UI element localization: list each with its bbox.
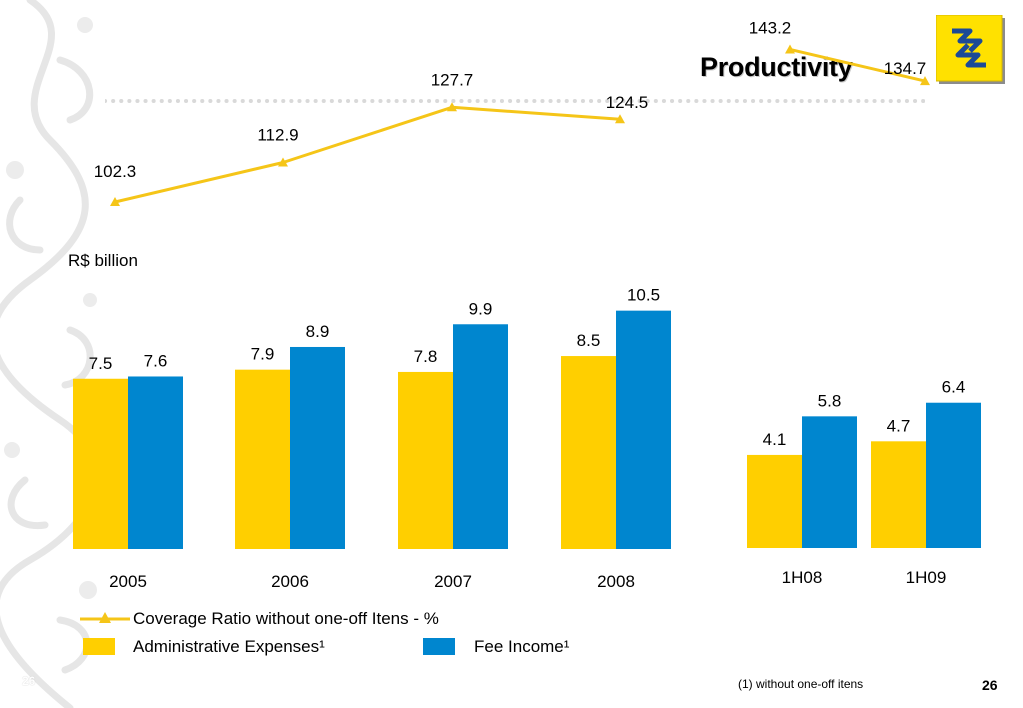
coverage-data-label: 124.5 [606, 93, 649, 112]
annual-bar-admin [398, 371, 453, 549]
unit-label: R$ billion [68, 251, 138, 270]
coverage-point [110, 197, 120, 206]
legend-admin-swatch [83, 638, 115, 655]
annual-bar-admin [561, 356, 616, 549]
semester-data-label: 5.8 [818, 391, 842, 410]
annual-data-label: 9.9 [469, 299, 493, 318]
annual-data-label: 7.5 [89, 354, 113, 373]
annual-bar-admin [73, 378, 128, 549]
coverage-line-semester [789, 47, 926, 83]
dotted-separator [105, 99, 925, 103]
annual-bar-fee [453, 324, 508, 549]
semester-bar-fee [926, 402, 981, 548]
coverage-data-label: 112.9 [257, 125, 298, 144]
legend-admin-label: Administrative Expenses¹ [133, 637, 325, 656]
semester-bar-fee [802, 416, 857, 548]
page-number: 26 [982, 677, 998, 693]
annual-category-label: 2006 [271, 572, 309, 591]
annual-category-label: 2008 [597, 572, 635, 591]
semester-category-label: 1H09 [906, 568, 947, 587]
semester-data-label: 6.4 [942, 378, 966, 397]
annual-data-label: 8.9 [306, 322, 330, 341]
annual-data-label: 7.9 [251, 345, 275, 364]
semester-data-label: 4.1 [763, 430, 787, 449]
annual-bar-admin [235, 369, 290, 549]
coverage-point [447, 102, 457, 112]
annual-category-label: 2005 [109, 572, 147, 591]
footnote: (1) without one-off itens [738, 677, 864, 691]
annual-bar-fee [128, 376, 183, 549]
annual-data-label: 7.6 [144, 351, 168, 370]
legend-fee-swatch [423, 638, 455, 655]
semester-bar-admin [747, 454, 802, 548]
semester-category-label: 1H08 [782, 568, 823, 587]
coverage-point [920, 76, 930, 86]
semester-bar-admin [871, 441, 926, 548]
legend-line-label: Coverage Ratio without one-off Itens - % [133, 609, 439, 628]
coverage-point [278, 157, 288, 167]
annual-data-label: 8.5 [577, 331, 601, 350]
annual-bar-fee [290, 346, 345, 549]
legend-line-marker [80, 612, 130, 623]
coverage-data-label: 102.3 [94, 162, 137, 181]
semester-data-label: 4.7 [887, 416, 911, 435]
annual-category-label: 2007 [434, 572, 472, 591]
page-number-faint: 26 [22, 674, 36, 688]
coverage-line-annual [114, 105, 621, 204]
coverage-point [785, 44, 795, 54]
legend-fee-label: Fee Income¹ [474, 637, 570, 656]
annual-bar-fee [616, 310, 671, 549]
coverage-point [615, 114, 625, 124]
coverage-data-label: 134.7 [884, 59, 927, 78]
annual-data-label: 10.5 [627, 286, 660, 305]
coverage-data-label: 143.2 [749, 18, 792, 37]
coverage-data-label: 127.7 [431, 70, 474, 89]
annual-data-label: 7.8 [414, 347, 438, 366]
banco-do-brasil-logo-icon [936, 15, 1005, 84]
